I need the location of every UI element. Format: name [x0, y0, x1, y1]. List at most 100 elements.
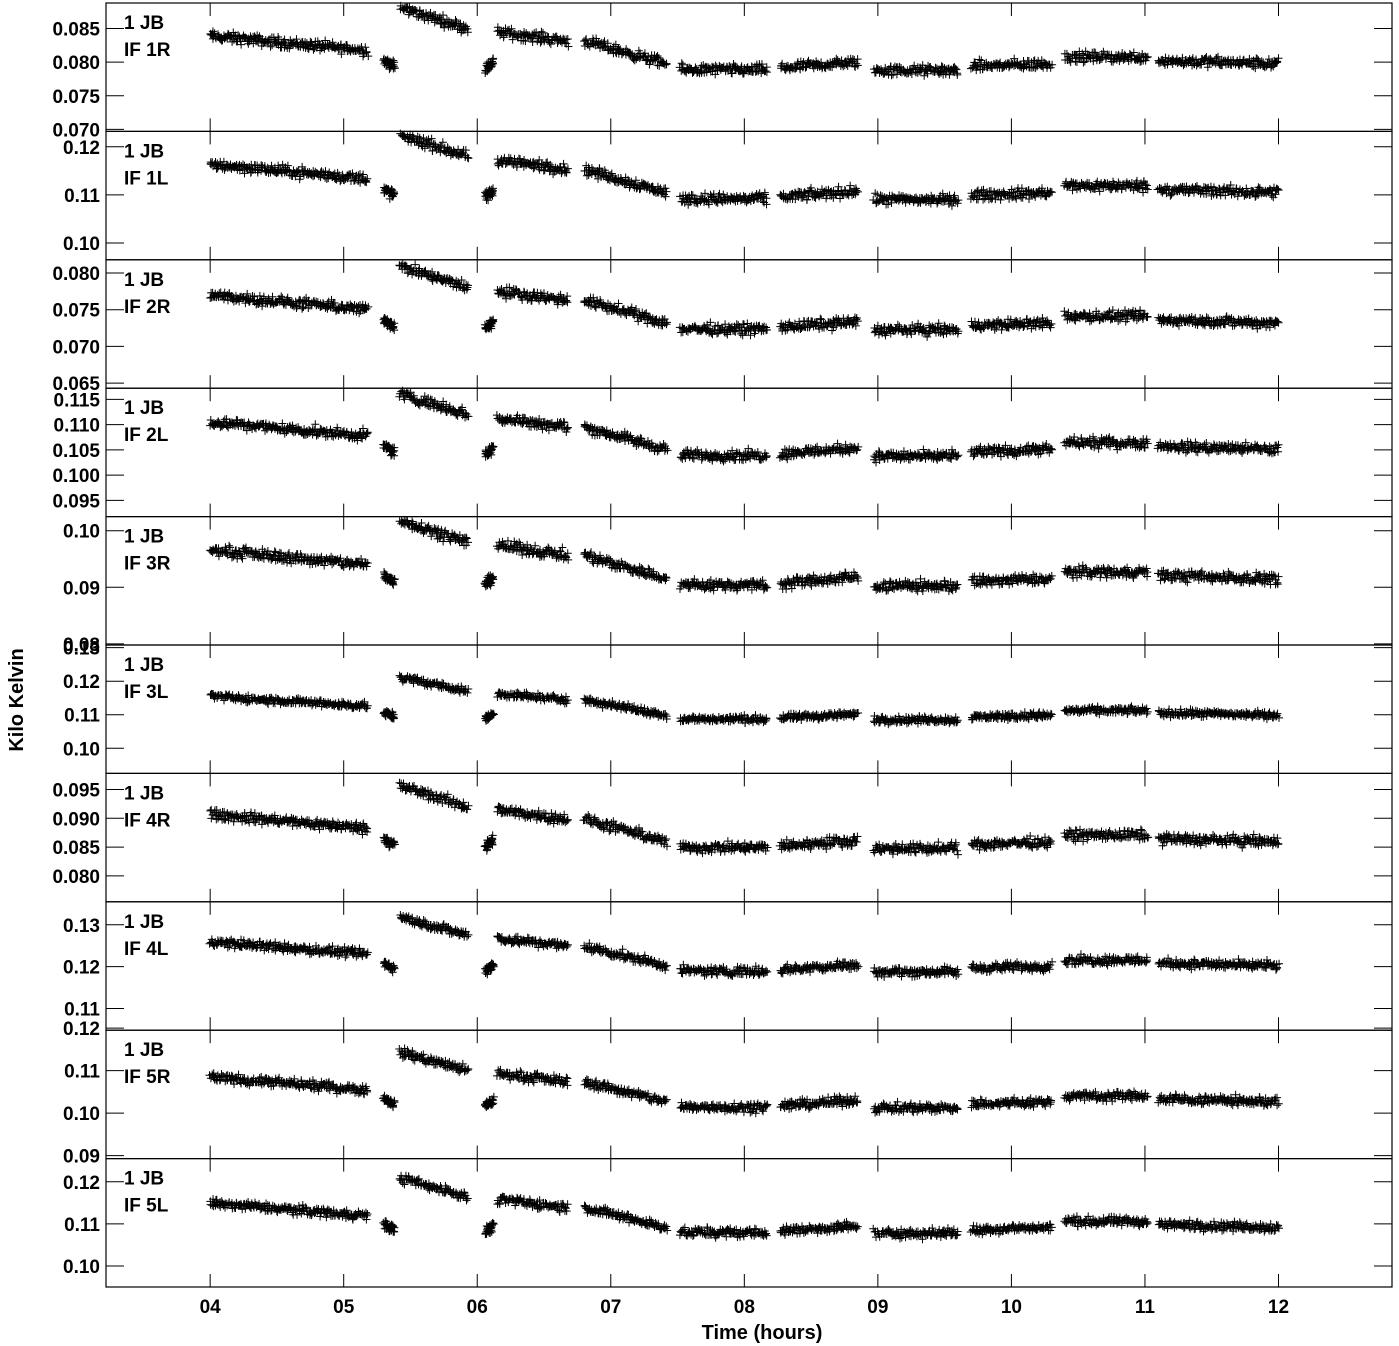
data-point	[757, 60, 766, 69]
data-point	[537, 27, 546, 36]
data-point	[793, 59, 802, 68]
data-point	[424, 16, 433, 25]
data-point	[640, 49, 649, 58]
data-point	[1202, 438, 1211, 447]
data-point	[328, 38, 337, 47]
data-point	[907, 69, 916, 78]
data-point	[538, 28, 547, 37]
data-point	[582, 35, 591, 44]
panel-antenna-label: 1 JB	[124, 270, 164, 291]
panel-if-1r: 0.070 0.075 0.080 0.085 1 JB IF 1R	[52, 1, 1393, 141]
panel-if-label: IF 2R	[124, 297, 171, 318]
data-point	[837, 56, 846, 65]
data-point	[404, 10, 413, 19]
data-point	[210, 29, 219, 38]
data-point	[564, 42, 573, 51]
data-point	[507, 24, 516, 33]
data-point	[923, 69, 932, 78]
data-point	[411, 260, 420, 269]
data-point	[361, 43, 370, 52]
data-point	[521, 37, 530, 46]
data-point	[609, 42, 618, 51]
panel-antenna-label: 1 JB	[124, 141, 164, 162]
data-point	[337, 50, 346, 59]
y-tick-label: 0.075	[52, 87, 100, 108]
data-point	[853, 61, 862, 70]
y-tick-label: 0.095	[52, 491, 100, 512]
data-point	[266, 35, 275, 44]
data-point	[614, 44, 623, 53]
data-point	[520, 30, 529, 39]
data-point	[762, 68, 771, 77]
data-point	[516, 29, 525, 38]
data-point	[871, 189, 880, 198]
data-point	[723, 63, 732, 72]
data-point	[887, 71, 896, 80]
data-point	[309, 45, 318, 54]
data-point	[363, 428, 372, 437]
panel-antenna-label: 1 JB	[124, 398, 164, 419]
data-point	[364, 52, 373, 61]
y-tick-label: 0.085	[52, 20, 100, 41]
data-point	[226, 33, 235, 42]
panel-if-label: IF 1R	[124, 40, 171, 61]
y-tick-label: 0.10	[63, 234, 100, 255]
panel-if-label: IF 1L	[124, 168, 169, 189]
data-point	[937, 68, 946, 77]
data-point	[677, 59, 686, 68]
y-tick-label: 0.11	[64, 186, 100, 207]
data-point	[208, 27, 217, 36]
data-point	[530, 29, 539, 38]
data-point	[442, 15, 451, 24]
data-point	[678, 60, 687, 69]
data-point	[920, 71, 929, 80]
data-point	[280, 35, 289, 44]
data-point	[362, 47, 371, 56]
data-point	[463, 28, 472, 37]
y-tick-label: 0.100	[52, 466, 100, 487]
data-point	[269, 33, 278, 42]
data-point	[1273, 185, 1282, 194]
data-point	[457, 275, 466, 284]
data-point	[488, 55, 497, 64]
data-point	[596, 39, 605, 48]
data-point	[852, 59, 861, 68]
data-point	[266, 42, 275, 51]
panel-if-label: IF 2L	[124, 425, 169, 446]
data-point	[712, 197, 721, 206]
y-tick-label: 0.080	[52, 264, 100, 285]
data-point	[881, 63, 890, 72]
data-point	[910, 61, 919, 70]
data-point	[546, 40, 555, 49]
data-point	[653, 52, 662, 61]
data-point	[439, 11, 448, 20]
data-point	[563, 35, 572, 44]
data-point	[581, 36, 590, 45]
data-point	[403, 3, 412, 12]
data-point	[691, 63, 700, 72]
y-tick-label: 0.070	[52, 337, 100, 358]
data-point	[761, 67, 770, 76]
y-tick-label: 0.105	[52, 441, 100, 462]
y-tick-label: 0.080	[52, 53, 100, 74]
data-point	[390, 58, 399, 67]
data-point	[528, 38, 537, 47]
data-point	[390, 64, 399, 73]
data-point	[662, 320, 671, 329]
y-tick-label: 0.115	[54, 390, 101, 411]
data-points	[206, 1, 1283, 80]
data-point	[750, 62, 759, 71]
data-point	[1047, 319, 1056, 328]
data-point	[292, 35, 301, 44]
data-point	[645, 60, 654, 69]
panel-if-1l: 0.10 0.11 0.12 1 JB IF 1L	[63, 129, 1393, 261]
y-tick-label: 0.070	[52, 120, 100, 141]
y-tick-label: 0.12	[63, 138, 100, 159]
data-point	[603, 39, 612, 48]
data-point	[237, 40, 246, 49]
panel-antenna-label: 1 JB	[124, 13, 164, 34]
